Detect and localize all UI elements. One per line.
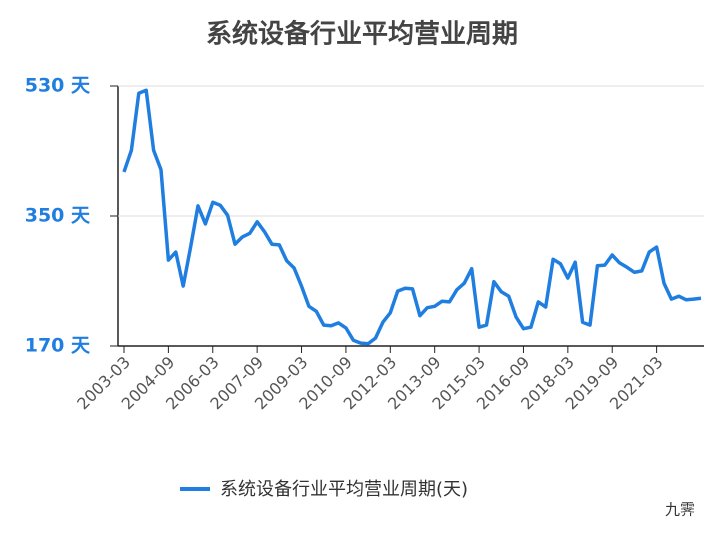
y-tick-label: 170 天 <box>25 335 91 357</box>
series-line <box>122 88 702 346</box>
watermark: 九霁 <box>665 501 695 519</box>
y-tick-label: 530 天 <box>25 75 91 97</box>
legend-label: 系统设备行业平均营业周期(天) <box>220 479 468 500</box>
chart-title: 系统设备行业平均营业周期 <box>206 19 518 50</box>
y-tick-label: 350 天 <box>25 205 91 227</box>
